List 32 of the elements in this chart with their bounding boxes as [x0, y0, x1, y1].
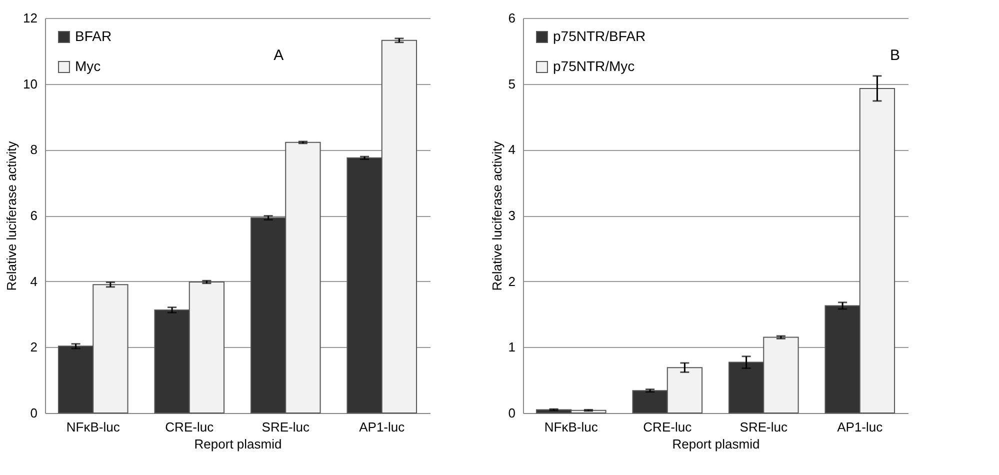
x-tick-label: CRE-luc — [643, 420, 692, 434]
y-tick-label: 4 — [508, 142, 516, 158]
x-tick-label: NFκB-luc — [66, 420, 120, 434]
legend-label: BFAR — [75, 28, 112, 44]
y-tick-label: 6 — [30, 208, 38, 223]
x-axis-title: Report plasmid — [194, 436, 282, 452]
legend-label: p75NTR/BFAR — [553, 28, 646, 44]
annotation: A — [274, 47, 284, 64]
y-tick-label: 2 — [508, 274, 516, 289]
x-tick-label: CRE-luc — [165, 420, 214, 434]
y-tick-label: 1 — [508, 340, 516, 355]
y-tick-label: 12 — [23, 10, 38, 26]
x-tick-label: SRE-luc — [262, 420, 310, 434]
x-tick-label: AP1-luc — [359, 420, 406, 434]
y-tick-label: 0 — [508, 406, 516, 420]
y-tick-label: 4 — [30, 274, 38, 289]
annotation: B — [890, 47, 900, 64]
y-tick-label: 2 — [30, 340, 38, 355]
y-axis-title: Relative luciferase activity — [489, 140, 504, 291]
y-tick-label: 3 — [508, 208, 516, 223]
y-tick-label: 5 — [508, 76, 516, 92]
y-tick-label: 0 — [30, 406, 38, 420]
y-tick-label: 8 — [30, 142, 38, 158]
legend-label: Myc — [75, 58, 101, 74]
x-tick-label: AP1-luc — [837, 420, 884, 434]
x-tick-label: NFκB-luc — [544, 420, 598, 434]
x-tick-label: SRE-luc — [740, 420, 788, 434]
y-tick-label: 10 — [23, 76, 38, 92]
y-axis-title: Relative luciferase activity — [4, 140, 20, 291]
y-tick-label: 6 — [508, 10, 516, 26]
legend-label: p75NTR/Myc — [553, 58, 635, 74]
x-axis-title: Report plasmid — [672, 436, 760, 452]
